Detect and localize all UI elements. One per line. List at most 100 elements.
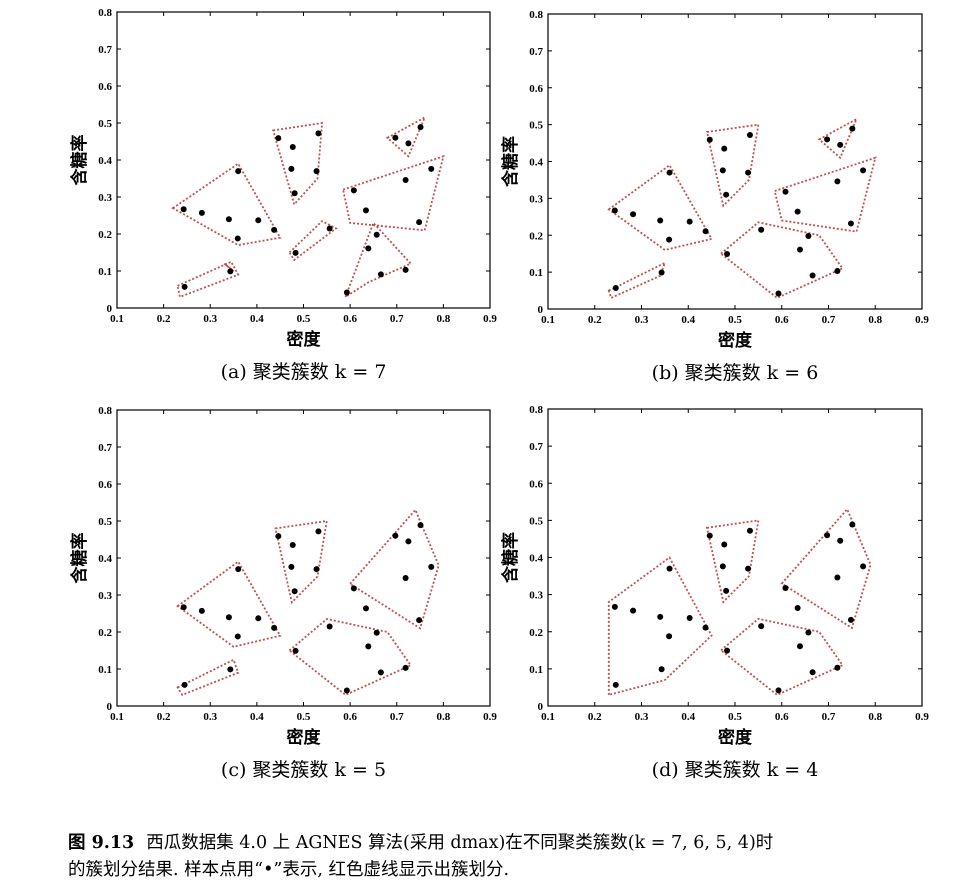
y-axis-label: 含糖率 [500,532,521,583]
cluster-outline [607,556,713,697]
data-point [658,269,665,276]
x-tick-label: 0.7 [822,314,836,326]
panel-sublabel: (d) 聚类簇数 k = 4 [652,759,819,781]
data-point [405,538,412,545]
cluster-outline [288,220,338,262]
data-point [271,624,278,631]
cluster-outline [719,221,844,299]
x-tick-label: 0.9 [915,711,929,723]
data-point [824,532,831,539]
data-point [181,681,188,688]
data-point [745,565,752,572]
y-tick-label: 0.7 [529,46,543,58]
data-point [849,125,856,132]
data-point [198,607,205,614]
x-tick-label: 0.1 [110,711,124,723]
data-point [225,216,232,223]
data-point [724,647,731,654]
data-point [326,623,333,630]
chart-panel-d: 0.1 0.2 0.3 0.4 0.5 0.6 0.7 0.8 0.900.10.20.30.4… [500,404,929,781]
data-point [834,664,841,671]
data-point [275,135,282,142]
y-axis-label: 含糖率 [69,533,90,584]
data-point [292,647,299,654]
data-point [402,176,409,183]
cluster-outline [288,618,413,696]
x-tick-label: 0.6 [343,711,357,723]
x-tick-label: 0.7 [390,313,404,325]
x-tick-label: 0.3 [203,711,217,723]
data-point [377,669,384,676]
x-tick-label: 0.7 [822,711,836,723]
data-point [402,664,409,671]
data-point [291,190,298,197]
x-tick-label: 0.4 [250,711,264,723]
cluster-outline [705,519,760,604]
x-tick-label: 0.3 [203,313,217,325]
data-point [417,522,424,529]
y-tick-label: 0.5 [98,516,112,528]
data-point [365,643,372,650]
data-point [428,563,435,570]
data-point [365,245,372,252]
data-point [402,574,409,581]
y-tick-label: 0.3 [529,193,543,205]
data-point [837,537,844,544]
x-tick-label: 0.8 [868,711,882,723]
y-tick-label: 0.1 [529,664,543,676]
x-axis-label: 密度 [287,727,322,748]
data-point [658,666,665,673]
x-tick-label: 0.9 [483,711,497,723]
y-tick-label: 0.1 [98,664,112,676]
y-axis-label: 含糖率 [69,135,90,186]
x-tick-label: 0.8 [868,314,882,326]
y-tick-label: 0.3 [98,590,112,602]
data-point [666,565,673,572]
data-point [292,249,299,256]
x-tick-label: 0.5 [297,711,311,723]
data-point [313,168,320,175]
data-point [746,131,753,138]
x-tick-label: 0.3 [635,314,649,326]
y-tick-label: 0.6 [529,478,543,490]
y-tick-label: 0.7 [98,44,112,56]
data-point [405,140,412,147]
y-tick-label: 0.5 [98,118,112,130]
data-point [255,217,262,224]
data-point [758,623,765,630]
y-tick-label: 0.1 [529,267,543,279]
y-tick-label: 0.6 [98,81,112,93]
data-point [417,124,424,131]
y-tick-label: 0.6 [98,479,112,491]
data-point [225,614,232,621]
data-point [721,145,728,152]
data-point [796,643,803,650]
data-point [612,681,619,688]
data-point [373,629,380,636]
x-tick-label: 0.6 [775,711,789,723]
y-tick-label: 0.5 [529,120,543,132]
data-point [289,542,296,549]
data-point [611,207,618,214]
data-point [234,235,241,242]
data-point [234,633,241,640]
x-tick-label: 0.5 [728,711,742,723]
y-tick-label: 0.8 [98,405,112,417]
data-point [373,231,380,238]
y-tick-label: 0.4 [98,553,112,565]
data-point [428,165,435,172]
x-tick-label: 0.2 [588,711,602,723]
x-tick-label: 0.5 [297,313,311,325]
data-point [834,268,841,275]
caption-line-2: 的簇划分结果. 样本点用“•”表示, 红色虚线显示出簇划分. [68,860,510,880]
y-tick-label: 0.1 [98,266,112,278]
data-point [657,613,664,620]
x-axis-label: 密度 [287,329,322,350]
cluster-outline [719,617,844,696]
y-tick-label: 0.8 [529,9,543,21]
data-point [723,191,730,198]
data-point [343,687,350,694]
y-tick-label: 0.4 [98,155,112,167]
data-point [235,168,242,175]
